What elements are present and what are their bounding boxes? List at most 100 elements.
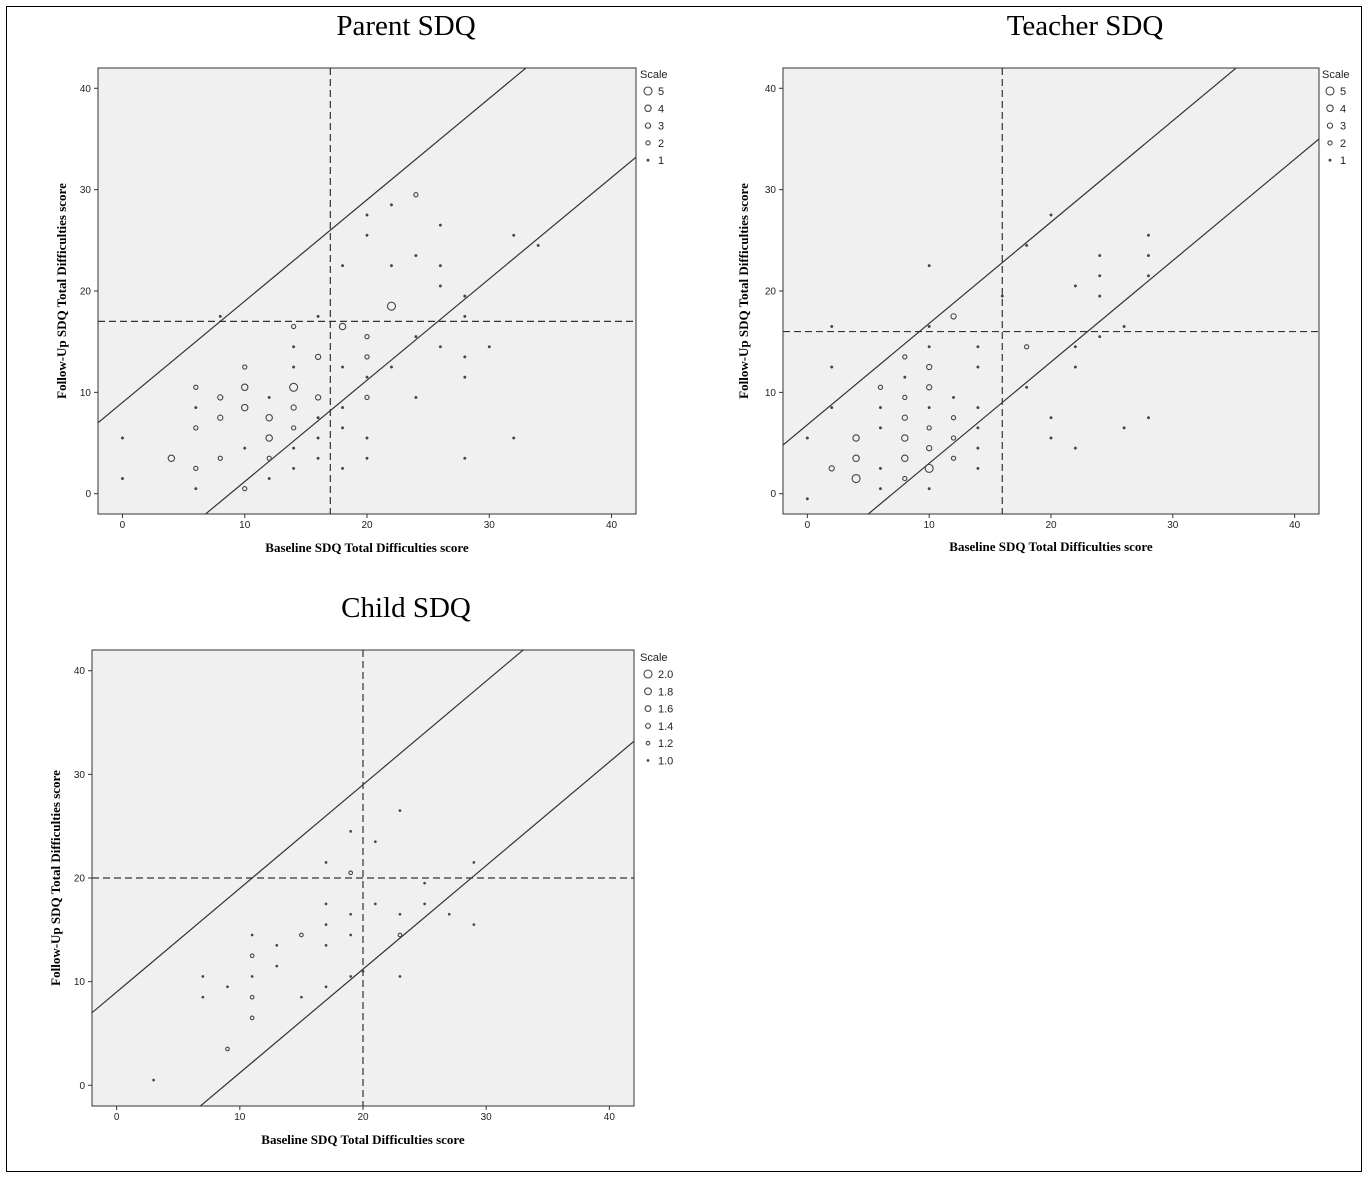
teacher-data-point xyxy=(1122,324,1126,328)
child-data-point xyxy=(423,881,426,885)
teacher-data-point xyxy=(1146,254,1150,258)
parent-data-point xyxy=(364,333,370,340)
parent-data-point xyxy=(414,395,418,399)
teacher-data-point xyxy=(924,463,934,473)
parent-data-point xyxy=(438,284,442,288)
parent-data-point xyxy=(341,264,345,268)
child-legend-label: 1.0 xyxy=(658,756,673,768)
parent-data-point xyxy=(389,365,393,369)
parent-data-point xyxy=(290,323,297,330)
teacher-data-point xyxy=(1073,345,1077,349)
teacher-data-point xyxy=(1146,233,1150,237)
teacher-data-point xyxy=(926,425,932,431)
parent-data-point xyxy=(365,436,369,440)
teacher-x-tick-label: 20 xyxy=(1045,520,1057,531)
parent-data-point xyxy=(314,394,322,401)
teacher-data-point xyxy=(952,395,956,399)
child-y-tick-label: 30 xyxy=(74,770,86,781)
parent-x-tick-label: 20 xyxy=(361,520,373,531)
parent-data-point xyxy=(218,314,222,318)
parent-legend-marker xyxy=(644,104,652,113)
parent-sdq-title: Parent SDQ xyxy=(336,10,476,42)
child-data-point xyxy=(397,932,403,938)
parent-data-point xyxy=(341,365,345,369)
teacher-data-point xyxy=(1025,385,1029,389)
teacher-data-point xyxy=(1098,294,1102,298)
teacher-data-point xyxy=(878,426,882,430)
teacher-y-axis-label: Follow-Up SDQ Total Difficulties score xyxy=(736,183,751,399)
teacher-data-point xyxy=(1000,294,1004,298)
child-sdq-title: Child SDQ xyxy=(341,592,471,624)
teacher-data-point xyxy=(976,466,980,470)
parent-data-point xyxy=(536,243,540,247)
parent-data-point xyxy=(365,456,369,460)
parent-data-point xyxy=(386,301,397,311)
teacher-data-point xyxy=(901,454,909,462)
child-data-point xyxy=(348,870,354,876)
parent-x-tick-label: 10 xyxy=(239,520,251,531)
teacher-data-point xyxy=(1098,274,1102,278)
parent-legend-marker xyxy=(643,86,653,96)
teacher-plot-area xyxy=(782,67,1320,515)
parent-legend-label: 3 xyxy=(658,121,664,133)
parent-data-point xyxy=(438,264,442,268)
child-data-point xyxy=(349,912,353,916)
teacher-x-tick-label: 40 xyxy=(1289,520,1301,531)
parent-data-point xyxy=(217,414,224,421)
parent-y-axis-label: Follow-Up SDQ Total Difficulties score xyxy=(54,183,69,399)
parent-data-point xyxy=(389,203,393,207)
child-data-point xyxy=(398,975,402,978)
teacher-data-point xyxy=(926,384,933,391)
child-x-tick-label: 0 xyxy=(114,1112,120,1123)
teacher-data-point xyxy=(1122,426,1126,430)
teacher-data-point xyxy=(950,415,957,421)
teacher-data-point xyxy=(1073,446,1077,450)
parent-data-point xyxy=(292,466,296,470)
child-legend-marker xyxy=(645,740,651,746)
parent-data-point xyxy=(487,345,491,349)
teacher-data-point xyxy=(830,365,834,369)
child-data-point xyxy=(152,1078,155,1082)
parent-data-point xyxy=(242,486,248,492)
child-y-tick-label: 20 xyxy=(74,874,86,885)
parent-limit-line-upper xyxy=(98,68,527,424)
teacher-data-point xyxy=(1049,213,1053,217)
child-data-point xyxy=(349,975,353,978)
child-data-point xyxy=(300,995,303,999)
parent-legend-label: 1 xyxy=(658,155,664,167)
parent-y-tick-label: 30 xyxy=(80,185,92,196)
parent-data-point xyxy=(289,382,299,392)
child-limit-line-upper xyxy=(92,650,525,1014)
parent-data-point xyxy=(290,425,297,431)
teacher-data-point xyxy=(902,354,908,360)
child-x-tick-label: 10 xyxy=(234,1112,246,1123)
child-data-point xyxy=(398,809,402,813)
parent-data-point xyxy=(463,456,467,460)
teacher-legend-label: 4 xyxy=(1340,103,1346,115)
teacher-legend-marker xyxy=(1326,122,1334,129)
child-data-point xyxy=(324,943,328,947)
child-limit-line-lower xyxy=(199,740,634,1106)
teacher-data-point xyxy=(976,426,980,430)
parent-data-point xyxy=(512,233,516,237)
parent-data-point xyxy=(438,223,442,227)
teacher-data-point xyxy=(830,406,834,410)
parent-data-point xyxy=(194,487,198,491)
child-data-point xyxy=(472,923,476,927)
parent-data-point xyxy=(292,365,296,369)
teacher-data-point xyxy=(950,435,957,441)
child-data-point xyxy=(324,923,328,927)
parent-data-point xyxy=(438,345,442,349)
teacher-data-point xyxy=(1049,436,1053,440)
child-legend-label: 1.8 xyxy=(658,686,673,698)
child-y-tick-label: 0 xyxy=(79,1081,85,1092)
teacher-data-point xyxy=(926,363,933,371)
parent-data-point xyxy=(314,353,322,361)
parent-data-point xyxy=(365,375,369,379)
teacher-x-tick-label: 30 xyxy=(1167,520,1179,531)
parent-data-point xyxy=(414,254,418,258)
parent-data-point xyxy=(290,404,297,411)
teacher-data-point xyxy=(927,406,931,410)
child-data-point xyxy=(447,912,451,916)
parent-data-point xyxy=(365,233,369,237)
